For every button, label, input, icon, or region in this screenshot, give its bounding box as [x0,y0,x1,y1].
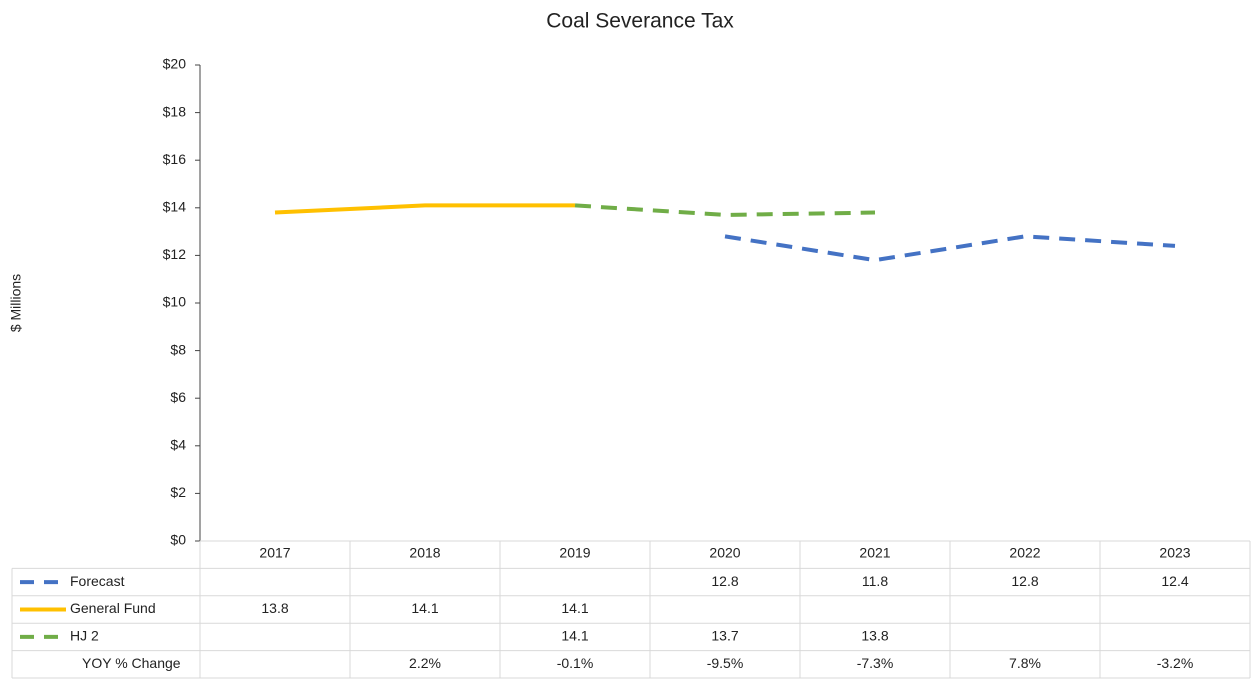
y-axis-label: $ Millions [8,274,24,332]
series-line [574,203,876,217]
legend-label: General Fund [70,600,156,616]
y-tick-label: $20 [163,56,187,72]
series-line [724,234,1176,263]
chart-title: Coal Severance Tax [546,10,734,33]
y-tick-label: $12 [163,246,187,262]
x-tick-label: 2023 [1159,545,1190,561]
table-cell: 12.8 [711,573,738,589]
y-tick-label: $6 [170,389,186,405]
legend-label: Forecast [70,573,125,589]
table-cell: 11.8 [862,573,888,589]
table-cell: 2.2% [409,655,441,671]
y-tick-label: $0 [170,532,186,548]
x-tick-label: 2019 [559,545,590,561]
table-cell: 14.1 [561,600,588,616]
table-cell: -0.1% [557,655,594,671]
y-tick-label: $10 [163,294,187,310]
series-line [274,203,575,215]
table-cell: 13.8 [861,628,888,644]
table-cell: -3.2% [1157,655,1194,671]
y-tick-label: $18 [163,103,187,119]
y-tick-label: $14 [163,199,187,215]
y-tick-label: $16 [163,151,187,167]
x-tick-label: 2021 [859,545,890,561]
x-tick-label: 2017 [259,545,290,561]
table-cell: 14.1 [561,628,588,644]
x-tick-label: 2020 [709,545,740,561]
y-tick-label: $4 [170,437,186,453]
y-tick-label: $2 [170,484,186,500]
legend-label: HJ 2 [70,628,99,644]
table-cell: 7.8% [1009,655,1041,671]
legend-label: YOY % Change [82,655,181,671]
table-cell: -7.3% [857,655,894,671]
x-tick-label: 2022 [1009,545,1040,561]
table-cell: -9.5% [707,655,744,671]
table-cell: 12.4 [1161,573,1188,589]
y-tick-label: $8 [170,341,186,357]
table-cell: 13.7 [711,628,738,644]
table-cell: 13.8 [261,600,288,616]
x-tick-label: 2018 [409,545,440,561]
table-cell: 12.8 [1011,573,1038,589]
table-cell: 14.1 [411,600,438,616]
